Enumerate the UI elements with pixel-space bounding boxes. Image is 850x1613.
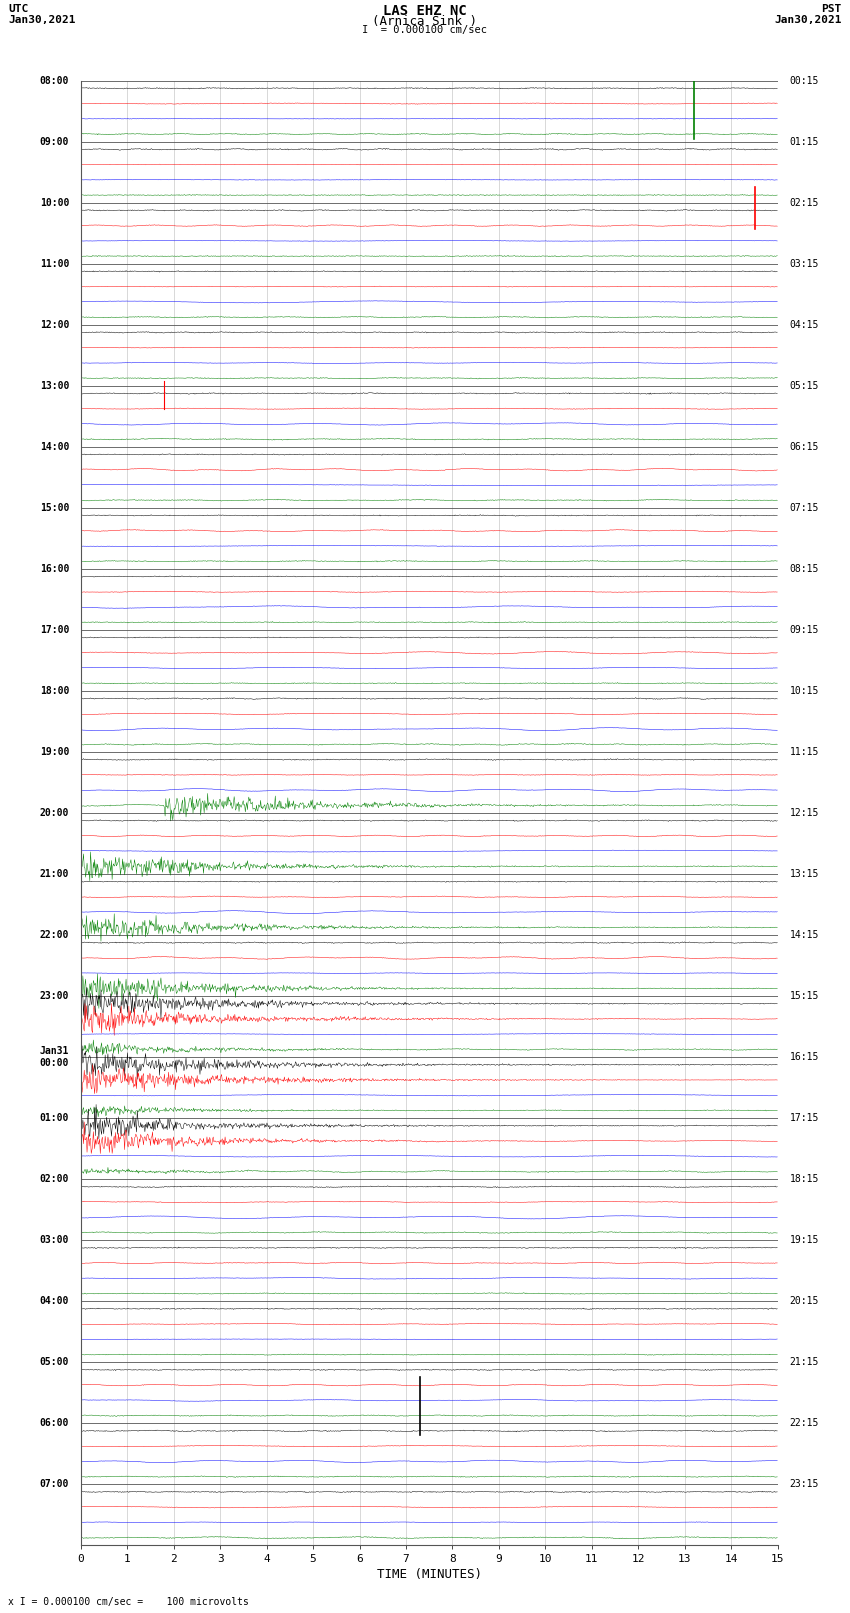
Text: Jan30,2021: Jan30,2021 xyxy=(774,15,842,24)
X-axis label: TIME (MINUTES): TIME (MINUTES) xyxy=(377,1568,482,1581)
Text: 03:00: 03:00 xyxy=(40,1236,69,1245)
Text: Jan30,2021: Jan30,2021 xyxy=(8,15,76,24)
Text: 15:00: 15:00 xyxy=(40,503,69,513)
Text: 22:00: 22:00 xyxy=(40,931,69,940)
Text: 19:15: 19:15 xyxy=(790,1236,819,1245)
Text: 16:15: 16:15 xyxy=(790,1052,819,1061)
Text: 20:00: 20:00 xyxy=(40,808,69,818)
Text: 14:15: 14:15 xyxy=(790,931,819,940)
Text: 12:00: 12:00 xyxy=(40,319,69,329)
Text: 08:15: 08:15 xyxy=(790,565,819,574)
Text: 06:15: 06:15 xyxy=(790,442,819,452)
Text: PST: PST xyxy=(821,5,842,15)
Text: x I = 0.000100 cm/sec =    100 microvolts: x I = 0.000100 cm/sec = 100 microvolts xyxy=(8,1597,249,1607)
Text: 05:15: 05:15 xyxy=(790,381,819,390)
Text: 22:15: 22:15 xyxy=(790,1418,819,1428)
Text: 12:15: 12:15 xyxy=(790,808,819,818)
Text: 18:00: 18:00 xyxy=(40,686,69,695)
Text: (Arnica Sink ): (Arnica Sink ) xyxy=(372,15,478,27)
Text: 01:15: 01:15 xyxy=(790,137,819,147)
Text: 10:00: 10:00 xyxy=(40,198,69,208)
Text: 00:15: 00:15 xyxy=(790,76,819,85)
Text: 14:00: 14:00 xyxy=(40,442,69,452)
Text: 21:15: 21:15 xyxy=(790,1357,819,1368)
Text: 18:15: 18:15 xyxy=(790,1174,819,1184)
Text: I  = 0.000100 cm/sec: I = 0.000100 cm/sec xyxy=(362,24,488,35)
Text: 09:00: 09:00 xyxy=(40,137,69,147)
Text: 04:15: 04:15 xyxy=(790,319,819,329)
Text: 02:00: 02:00 xyxy=(40,1174,69,1184)
Text: 10:15: 10:15 xyxy=(790,686,819,695)
Text: 15:15: 15:15 xyxy=(790,990,819,1002)
Text: 23:15: 23:15 xyxy=(790,1479,819,1489)
Text: 16:00: 16:00 xyxy=(40,565,69,574)
Text: 11:15: 11:15 xyxy=(790,747,819,756)
Text: 09:15: 09:15 xyxy=(790,624,819,636)
Text: 08:00: 08:00 xyxy=(40,76,69,85)
Text: 07:00: 07:00 xyxy=(40,1479,69,1489)
Text: UTC: UTC xyxy=(8,5,29,15)
Text: 11:00: 11:00 xyxy=(40,258,69,269)
Text: 04:00: 04:00 xyxy=(40,1297,69,1307)
Text: Jan31
00:00: Jan31 00:00 xyxy=(40,1047,69,1068)
Text: 03:15: 03:15 xyxy=(790,258,819,269)
Text: 19:00: 19:00 xyxy=(40,747,69,756)
Text: 21:00: 21:00 xyxy=(40,869,69,879)
Text: 13:00: 13:00 xyxy=(40,381,69,390)
Text: LAS EHZ NC: LAS EHZ NC xyxy=(383,5,467,18)
Text: 20:15: 20:15 xyxy=(790,1297,819,1307)
Text: 02:15: 02:15 xyxy=(790,198,819,208)
Text: 17:15: 17:15 xyxy=(790,1113,819,1123)
Text: 07:15: 07:15 xyxy=(790,503,819,513)
Text: 13:15: 13:15 xyxy=(790,869,819,879)
Text: 17:00: 17:00 xyxy=(40,624,69,636)
Text: 06:00: 06:00 xyxy=(40,1418,69,1428)
Text: 23:00: 23:00 xyxy=(40,990,69,1002)
Text: 05:00: 05:00 xyxy=(40,1357,69,1368)
Text: 01:00: 01:00 xyxy=(40,1113,69,1123)
